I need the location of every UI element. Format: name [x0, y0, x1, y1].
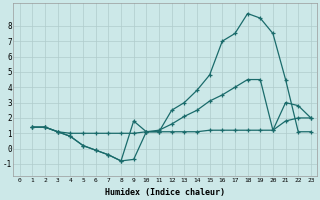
X-axis label: Humidex (Indice chaleur): Humidex (Indice chaleur)	[105, 188, 225, 197]
